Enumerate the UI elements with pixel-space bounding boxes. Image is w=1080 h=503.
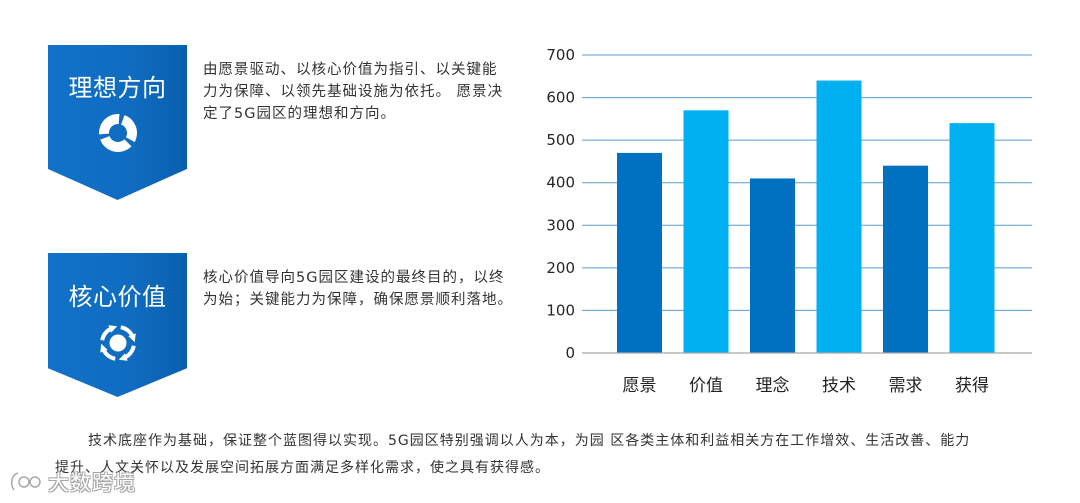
badge-ideal-direction: 理想方向 <box>48 45 187 200</box>
x-tick-label: 技术 <box>822 376 856 396</box>
y-tick-label: 200 <box>546 259 575 277</box>
watermark-text: 大数跨境 <box>48 471 136 495</box>
y-tick-label: 100 <box>546 301 575 319</box>
badge-title: 核心价值 <box>68 283 167 311</box>
y-tick-label: 700 <box>546 46 575 64</box>
x-tick-label: 获得 <box>955 376 989 396</box>
watermark: 大数跨境 <box>8 466 136 498</box>
bar-1 <box>617 152 662 353</box>
text-line: 提升、人文关怀以及发展空间拓展方面满足多样化需求，使之具有获得感。 <box>55 460 550 476</box>
bar-4 <box>816 80 862 354</box>
cycle-arrows-icon <box>99 325 136 361</box>
text-line: 为始；关键能力为保障，确保愿景顺利落地。 <box>203 292 513 308</box>
bar-chart: 0 100 200 300 400 500 600 700 愿景 价值 理念 技术 需求 获得 <box>546 46 1032 396</box>
x-tick-label: 需求 <box>889 376 923 396</box>
y-tick-label: 0 <box>565 344 575 362</box>
badge-title: 理想方向 <box>68 74 167 102</box>
text-line: 力为保障、以领先基础设施为依托。 愿景决 <box>203 84 504 100</box>
y-tick-label: 500 <box>546 131 575 149</box>
x-tick-label: 愿景 <box>623 376 657 396</box>
bar-3 <box>750 178 795 353</box>
bar-5 <box>883 165 928 353</box>
ideal-direction-text: 由愿景驱动、以核心价值为指引、以关键能 力为保障、以领先基础设施为依托。 愿景决… <box>203 59 503 125</box>
text-line: 定了5G园区的理想和方向。 <box>203 106 396 122</box>
text-line: 核心价值导向5G园区建设的最终目的，以终 <box>203 270 505 286</box>
bar-6 <box>949 123 995 353</box>
core-value-text: 核心价值导向5G园区建设的最终目的，以终 为始；关键能力为保障，确保愿景顺利落地… <box>203 267 513 311</box>
x-tick-label: 理念 <box>756 375 790 396</box>
y-tick-label: 300 <box>546 216 575 234</box>
y-tick-label: 400 <box>546 174 575 192</box>
x-tick-label: 价值 <box>689 376 723 396</box>
watermark-logo-icon <box>10 471 41 491</box>
donut-ring-icon <box>98 114 137 152</box>
text-line: 由愿景驱动、以核心价值为指引、以关键能 <box>203 62 498 78</box>
footer-paragraph: 技术底座作为基础，保证整个蓝图得以实现。5G园区特别强调以人为本，为园 区各类主… <box>55 428 970 482</box>
badge-core-value: 核心价值 <box>48 253 187 397</box>
y-tick-label: 600 <box>546 89 575 107</box>
text-line: 技术底座作为基础，保证整个蓝图得以实现。5G园区特别强调以人为本，为园 区各类主… <box>88 433 971 449</box>
bar-2 <box>683 110 729 353</box>
